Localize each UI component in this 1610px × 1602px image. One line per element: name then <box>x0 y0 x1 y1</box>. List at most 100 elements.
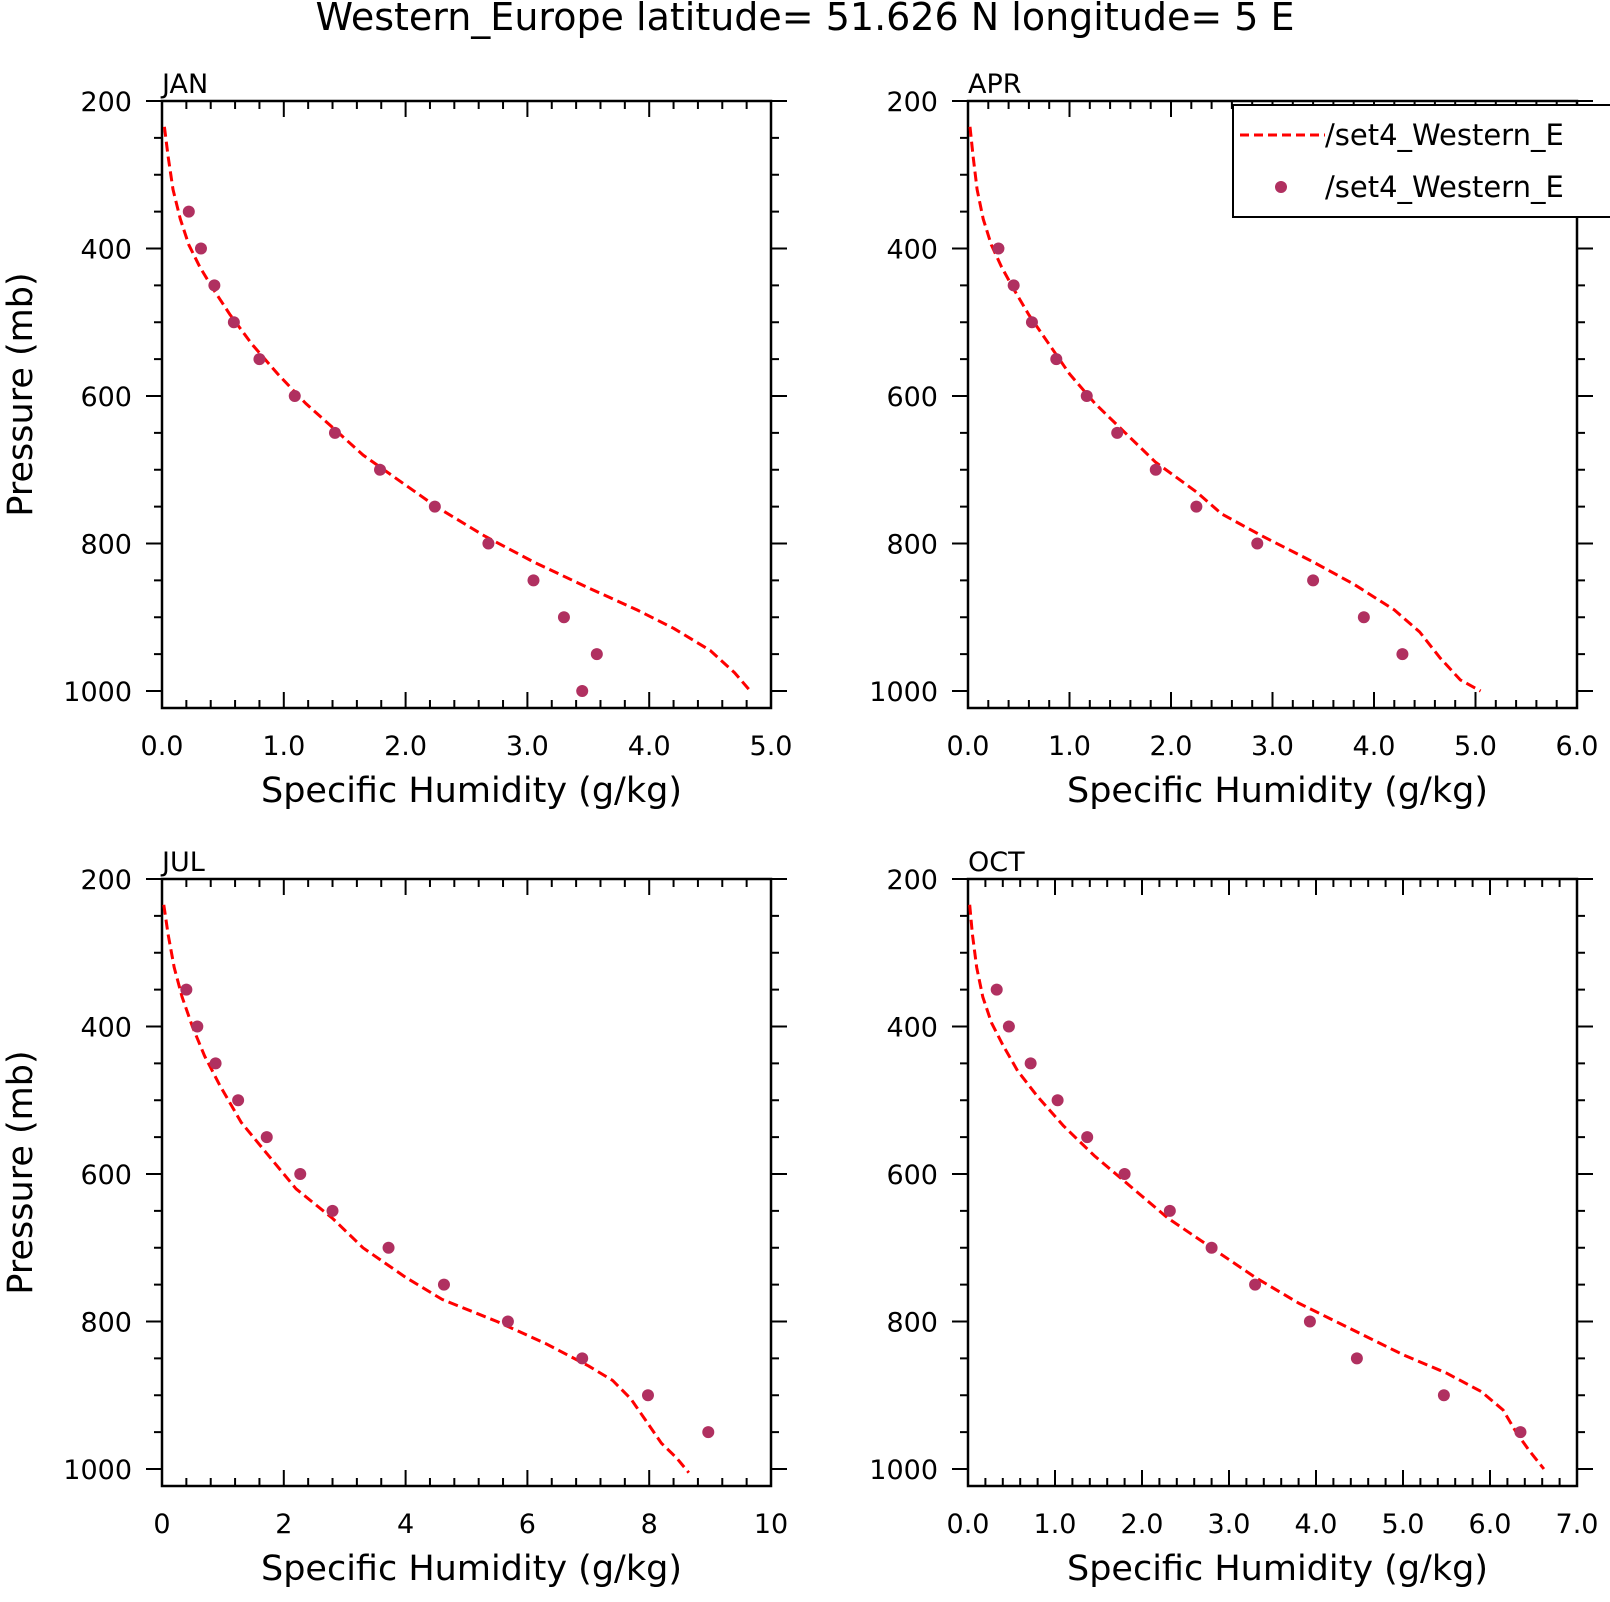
panels-group: JAN 0.0 1.0 2.0 3.0 4.0 5.0 200 400 600 800 1000 Spe… <box>1 69 1598 1589</box>
x-tick-label: 0.0 <box>141 731 184 762</box>
data-point <box>1118 1168 1131 1180</box>
y-tick-label: 800 <box>886 530 938 561</box>
x-tick-label: 0 <box>153 1509 170 1540</box>
x-tick-label: 3.0 <box>1208 1509 1251 1540</box>
x-tick-label: 6.0 <box>1556 731 1599 762</box>
x-tick-label: 4.0 <box>1295 1509 1338 1540</box>
y-tick-label: 600 <box>886 1160 938 1191</box>
data-point <box>191 1020 204 1033</box>
y-tick-label: 1000 <box>869 1455 938 1486</box>
data-point <box>1050 353 1063 366</box>
data-point <box>288 390 301 402</box>
x-tick-label: 4 <box>397 1509 414 1540</box>
panel-label: OCT <box>968 847 1025 878</box>
legend: /set4_Western_E /set4_Western_E <box>1232 104 1610 218</box>
y-tick-label: 1000 <box>63 1455 132 1486</box>
x-tick-label: 6 <box>519 1509 536 1540</box>
data-point <box>482 537 495 550</box>
figure-title: Western_Europe latitude= 51.626 N longit… <box>315 0 1294 39</box>
x-tick-label: 5.0 <box>750 731 793 762</box>
x-tick-label: 0.0 <box>947 731 990 762</box>
data-point <box>1249 1278 1262 1291</box>
y-tick-label: 800 <box>80 1308 132 1339</box>
data-point <box>590 648 603 661</box>
data-point <box>1007 279 1020 292</box>
data-point <box>1205 1241 1218 1254</box>
data-point <box>990 983 1003 996</box>
data-point <box>1149 463 1162 476</box>
data-point <box>1080 390 1093 402</box>
series-line <box>968 904 1546 1470</box>
data-point <box>1307 574 1320 587</box>
x-axis-label: Specific Humidity (g/kg) <box>261 771 682 811</box>
y-tick-label: 200 <box>80 865 132 896</box>
data-point <box>182 205 195 218</box>
data-point <box>227 316 240 329</box>
y-axis-label: Pressure (mb) <box>1 272 41 516</box>
x-tick-label: 5.0 <box>1382 1509 1425 1540</box>
data-point <box>1190 500 1203 513</box>
y-tick-label: 800 <box>886 1308 938 1339</box>
x-tick-label: 5.0 <box>1454 731 1497 762</box>
y-tick-label: 800 <box>80 530 132 561</box>
x-tick-label: 2.0 <box>384 731 427 762</box>
data-point <box>1303 1315 1316 1328</box>
data-point <box>209 1057 222 1070</box>
data-point <box>374 463 387 476</box>
panel-oct: OCT 0.0 1.0 2.0 3.0 4.0 5.0 6.0 7.0 200 400 600 800 1… <box>869 847 1598 1589</box>
data-point <box>576 1352 589 1365</box>
data-point <box>253 353 266 366</box>
y-tick-label: 200 <box>886 87 938 118</box>
data-point <box>326 1204 339 1217</box>
panel-jan: JAN 0.0 1.0 2.0 3.0 4.0 5.0 200 400 600 800 1000 Spe… <box>1 69 792 811</box>
data-point <box>180 983 193 996</box>
y-axis-label: Pressure (mb) <box>1 1050 41 1294</box>
data-point <box>1350 1352 1363 1365</box>
y-tick-label: 200 <box>80 87 132 118</box>
data-point <box>576 685 589 697</box>
legend-box <box>1232 104 1610 218</box>
panel-label: APR <box>968 69 1022 100</box>
x-tick-label: 6.0 <box>1469 1509 1512 1540</box>
x-tick-label: 4.0 <box>628 731 671 762</box>
data-point <box>232 1094 245 1107</box>
panel-jul: JUL 0 2 4 6 8 10 200 400 600 800 1000 Specific Humid… <box>1 847 788 1589</box>
plot-frame <box>966 877 1579 1488</box>
data-point <box>294 1168 307 1180</box>
x-tick-label: 2.0 <box>1121 1509 1164 1540</box>
data-point <box>527 574 540 587</box>
legend-marker-swatch <box>1275 181 1287 193</box>
data-point <box>1251 537 1264 550</box>
data-point <box>428 500 441 513</box>
x-axis-label: Specific Humidity (g/kg) <box>1067 771 1488 811</box>
data-point <box>1437 1389 1450 1402</box>
panel-label: JUL <box>160 847 205 878</box>
legend-marker-label: /set4_Western_E <box>1325 170 1564 204</box>
series-line <box>162 904 690 1474</box>
data-point <box>328 426 341 439</box>
x-axis-label: Specific Humidity (g/kg) <box>261 1549 682 1589</box>
data-point <box>1163 1204 1176 1217</box>
x-tick-label: 1.0 <box>262 731 305 762</box>
data-point <box>260 1131 273 1144</box>
x-tick-label: 10 <box>754 1509 788 1540</box>
data-point <box>1357 611 1370 624</box>
data-point <box>702 1426 715 1439</box>
panel-label: JAN <box>160 69 208 100</box>
x-tick-label: 3.0 <box>1251 731 1294 762</box>
x-tick-label: 1.0 <box>1034 1509 1077 1540</box>
y-tick-label: 600 <box>80 1160 132 1191</box>
y-tick-label: 200 <box>886 865 938 896</box>
data-point <box>382 1241 395 1254</box>
data-point <box>501 1315 514 1328</box>
y-tick-label: 600 <box>80 382 132 413</box>
data-point <box>992 242 1005 255</box>
x-axis-label: Specific Humidity (g/kg) <box>1067 1549 1488 1589</box>
series-line <box>968 126 1482 693</box>
data-point <box>194 242 207 255</box>
x-tick-label: 7.0 <box>1556 1509 1599 1540</box>
y-tick-label: 600 <box>886 382 938 413</box>
x-tick-label: 8 <box>641 1509 658 1540</box>
data-point <box>1051 1094 1064 1107</box>
